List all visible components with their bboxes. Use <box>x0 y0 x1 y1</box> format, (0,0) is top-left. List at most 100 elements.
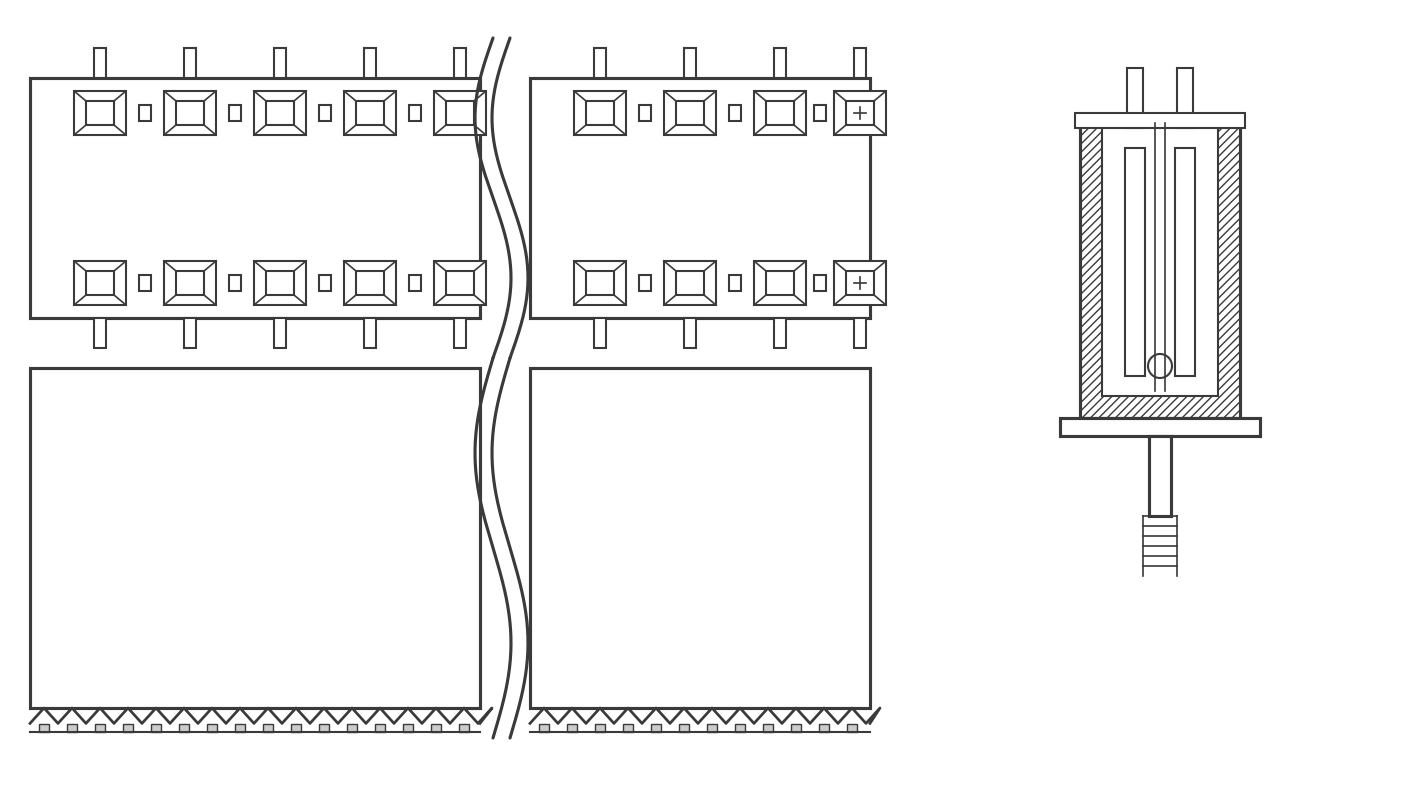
Bar <box>375 724 385 732</box>
Bar <box>679 724 689 732</box>
Bar <box>344 261 396 305</box>
Bar <box>754 91 807 135</box>
Bar <box>1081 118 1240 418</box>
Bar <box>432 724 442 732</box>
Bar <box>87 101 114 125</box>
Bar <box>151 724 160 732</box>
Bar <box>30 368 480 708</box>
Bar <box>814 105 826 121</box>
Bar <box>1075 113 1245 128</box>
Bar <box>853 318 866 348</box>
Bar <box>574 91 626 135</box>
Bar <box>814 275 826 291</box>
Bar <box>595 724 605 732</box>
Bar <box>38 724 50 732</box>
Bar <box>403 724 413 732</box>
Bar <box>567 724 577 732</box>
Bar <box>446 271 474 295</box>
Bar <box>623 724 633 732</box>
Bar <box>30 78 480 318</box>
Bar <box>234 724 246 732</box>
Bar <box>344 91 396 135</box>
Bar <box>774 318 787 348</box>
Bar <box>754 261 807 305</box>
Bar <box>274 48 285 78</box>
Bar <box>454 318 466 348</box>
Bar <box>684 48 696 78</box>
Bar <box>185 48 196 78</box>
Bar <box>1149 436 1171 516</box>
Bar <box>163 91 216 135</box>
Bar <box>409 105 420 121</box>
Bar <box>676 271 704 295</box>
Bar <box>74 91 126 135</box>
Bar <box>684 318 696 348</box>
Bar <box>179 724 189 732</box>
Bar <box>94 48 106 78</box>
Bar <box>1177 68 1193 128</box>
Bar <box>274 318 285 348</box>
Bar <box>229 275 241 291</box>
Bar <box>1081 118 1240 418</box>
Bar <box>594 48 606 78</box>
Bar <box>254 261 305 305</box>
Bar <box>320 105 331 121</box>
Bar <box>791 724 801 732</box>
Bar <box>765 271 794 295</box>
Bar <box>834 261 886 305</box>
Bar <box>846 271 873 295</box>
Bar <box>356 101 383 125</box>
Bar <box>454 48 466 78</box>
Bar <box>87 271 114 295</box>
Bar <box>346 724 356 732</box>
Bar <box>95 724 105 732</box>
Bar <box>530 78 870 318</box>
Bar <box>67 724 77 732</box>
Bar <box>736 724 746 732</box>
Bar <box>176 271 204 295</box>
Bar <box>650 724 660 732</box>
Bar <box>356 271 383 295</box>
Bar <box>586 271 613 295</box>
Bar <box>834 91 886 135</box>
Bar <box>266 271 294 295</box>
Bar <box>586 101 613 125</box>
Bar <box>163 261 216 305</box>
Bar <box>1174 148 1196 376</box>
Bar <box>1125 148 1145 376</box>
Bar <box>291 724 301 732</box>
Bar <box>846 101 873 125</box>
Bar <box>320 724 329 732</box>
Bar <box>1059 418 1260 436</box>
Bar <box>435 261 486 305</box>
Bar <box>846 724 858 732</box>
Bar <box>540 724 550 732</box>
Bar <box>819 724 829 732</box>
Bar <box>765 101 794 125</box>
Bar <box>74 261 126 305</box>
Bar <box>254 91 305 135</box>
Bar <box>139 275 151 291</box>
Bar <box>853 48 866 78</box>
Bar <box>459 724 469 732</box>
Bar <box>594 318 606 348</box>
Bar <box>728 275 741 291</box>
Bar <box>185 318 196 348</box>
Bar <box>639 105 650 121</box>
Bar <box>1102 118 1218 396</box>
Bar <box>320 275 331 291</box>
Bar <box>728 105 741 121</box>
Bar <box>229 105 241 121</box>
Bar <box>446 101 474 125</box>
Bar <box>263 724 273 732</box>
Bar <box>530 368 870 708</box>
Bar <box>124 724 133 732</box>
Bar <box>176 101 204 125</box>
Bar <box>707 724 717 732</box>
Bar <box>364 318 376 348</box>
Bar <box>665 261 716 305</box>
Bar <box>409 275 420 291</box>
Bar <box>435 91 486 135</box>
Bar <box>266 101 294 125</box>
Bar <box>665 91 716 135</box>
